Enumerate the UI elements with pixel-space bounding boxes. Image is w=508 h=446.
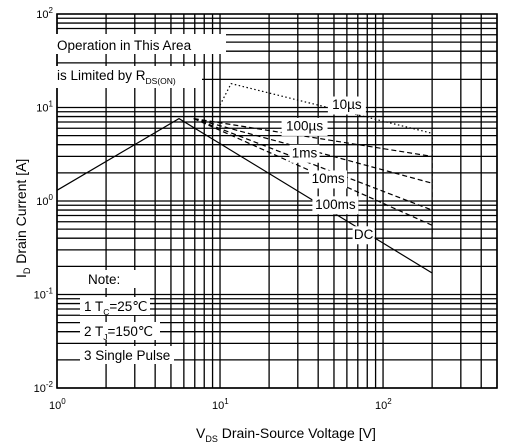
curve-label-bg: [327, 96, 366, 115]
curve-1ms: [193, 118, 433, 211]
curve-label: 10µs: [327, 96, 366, 115]
limit-text-line1: Operation in This Area: [57, 38, 192, 53]
curves: [56, 82, 433, 274]
curve-label-bg: [309, 170, 348, 189]
x-axis-label: VDS Drain-Source Voltage [V]: [196, 425, 376, 444]
y-tick-labels: 10-2 10-1 100 101 102: [34, 6, 54, 395]
note-annotation: Note: 1 TC=25℃ 2 TJ=150℃ 3 Single Pulse: [80, 270, 174, 364]
curve-label-bg: [289, 144, 320, 163]
y-tick-label: 102: [36, 6, 53, 21]
note-title: Note:: [88, 272, 120, 287]
curve-label: 10ms: [309, 170, 348, 189]
x-tick-label: 102: [375, 397, 392, 412]
curve-label-text: 100ms: [315, 197, 356, 212]
y-tick-label: 10-1: [34, 287, 54, 302]
curve-labels: 10µs 100µs 1ms 10ms 100ms DC: [281, 96, 375, 245]
curve-label: 1ms: [289, 144, 320, 163]
y-tick-label: 101: [36, 100, 53, 115]
curve-label: 100ms: [312, 196, 359, 215]
curve-label-bg: [352, 226, 375, 245]
curve-label-text: 10ms: [312, 171, 345, 186]
curve-label-text: DC: [354, 227, 374, 242]
note-line3: 3 Single Pulse: [84, 348, 170, 363]
y-tick-label: 10-2: [34, 380, 54, 395]
x-tick-labels: 100 101 102: [49, 397, 392, 412]
note-line1: 1 TC=25℃: [84, 299, 147, 317]
x-tick-label: 100: [49, 397, 66, 412]
curve-10s: [219, 82, 433, 157]
curve-label-text: 1ms: [292, 145, 318, 160]
curve-label: 100µs: [281, 117, 328, 136]
curve-10ms: [193, 118, 433, 226]
curve-label-bg: [281, 117, 328, 136]
curve-label-bg: [312, 196, 359, 215]
curve-100s: [193, 118, 433, 184]
curve-dc: [56, 117, 433, 274]
curve-label-text: 100µs: [286, 118, 323, 133]
y-tick-label: 100: [36, 193, 53, 208]
curve-label-text: 10µs: [332, 97, 362, 112]
curve-label: DC: [352, 226, 375, 245]
plot-frame: [56, 13, 498, 389]
curve-100ms: [193, 118, 433, 237]
note-line2: 2 TJ=150℃: [84, 324, 153, 342]
limit-text-line2: is Limited by RDS(ON): [57, 68, 176, 86]
x-tick-label: 101: [212, 397, 229, 412]
limit-annotation: Operation in This Area is Limited by RDS…: [56, 34, 226, 88]
y-axis-label: ID Drain Current [A]: [13, 159, 32, 278]
